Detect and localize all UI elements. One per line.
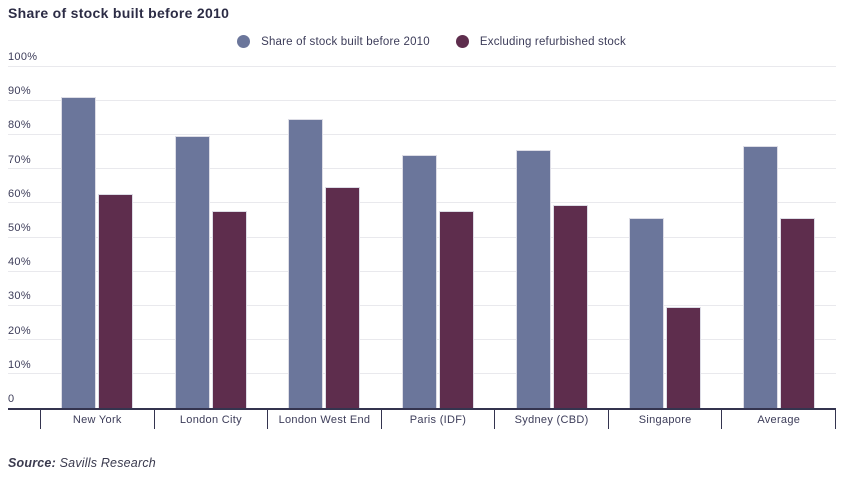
x-axis-label-singapore: Singapore — [638, 414, 692, 426]
bar-london-west-end-before-2010 — [288, 119, 324, 408]
bar-group-sydney-cbd — [495, 66, 609, 408]
bar-paris-idf-before-2010 — [402, 155, 438, 408]
chart-title: Share of stock built before 2010 — [8, 5, 230, 21]
x-axis-label-paris-idf: Paris (IDF) — [409, 414, 467, 426]
y-tick-label-100: 100% — [8, 51, 38, 63]
x-axis-labels: New York London City London West End Paris … — [40, 410, 837, 429]
bar-singapore-excl-refurbished — [666, 307, 702, 408]
legend-item-share-of-stock-built-before-2010: Share of stock built before 2010 — [237, 35, 430, 48]
x-axis-label-new-york: New York — [72, 414, 122, 426]
bar-singapore-before-2010 — [629, 218, 665, 408]
plot-area: 100% 90% 80% 70% 60% 50% 40% 30% 20% 10% 0 — [8, 51, 836, 408]
y-tick-label-0: 0 — [8, 393, 15, 405]
x-axis-label-average: Average — [757, 414, 801, 426]
x-axis-cell-london-city: London City — [153, 410, 268, 429]
legend-label: Share of stock built before 2010 — [261, 35, 430, 48]
gridline-90 — [8, 99, 836, 101]
x-axis-label-london-city: London City — [179, 414, 242, 426]
x-axis-line — [8, 408, 836, 410]
bar-new-york-excl-refurbished — [97, 194, 133, 408]
x-axis-cell-paris-idf: Paris (IDF) — [380, 410, 495, 429]
gridline-80 — [8, 133, 836, 135]
legend-dot-icon — [237, 35, 251, 48]
bar-group-london-city — [154, 66, 268, 408]
bar-sydney-cbd-before-2010 — [515, 150, 551, 408]
x-axis-cell-singapore: Singapore — [607, 410, 722, 429]
bar-average-excl-refurbished — [780, 218, 816, 408]
y-tick-label-10: 10% — [8, 358, 31, 371]
x-axis: New York London City London West End Paris … — [8, 408, 837, 429]
bar-group-paris-idf — [381, 66, 495, 408]
source-label: Source: — [8, 456, 56, 470]
source-line: Source: Savills Research — [8, 456, 156, 470]
y-tick-label-40: 40% — [8, 256, 31, 269]
y-tick-label-50: 50% — [8, 222, 31, 234]
source-value: Savills Research — [55, 456, 156, 470]
bar-sydney-cbd-excl-refurbished — [552, 205, 588, 408]
y-tick-label-80: 80% — [8, 119, 31, 132]
bar-average-before-2010 — [743, 146, 779, 408]
gridline-100 — [8, 65, 836, 67]
bars-layer — [40, 66, 836, 408]
y-tick-label-30: 30% — [8, 290, 31, 303]
x-axis-label-london-west-end: London West End — [278, 414, 371, 426]
x-axis-cell-average: Average — [721, 410, 837, 429]
bar-group-new-york — [40, 66, 154, 408]
bar-london-city-before-2010 — [174, 136, 210, 408]
y-tick-label-70: 70% — [8, 153, 31, 166]
bar-london-west-end-excl-refurbished — [325, 187, 361, 408]
x-axis-cell-new-york: New York — [40, 410, 154, 429]
legend-label: Excluding refurbished stock — [479, 35, 626, 48]
x-axis-label-sydney-cbd: Sydney (CBD) — [514, 414, 589, 426]
bar-group-london-west-end — [267, 66, 381, 408]
y-tick-label-90: 90% — [8, 85, 31, 98]
bar-new-york-before-2010 — [60, 97, 96, 408]
legend: Share of stock built before 2010 Excludin… — [0, 35, 863, 48]
bar-paris-idf-excl-refurbished — [439, 211, 475, 408]
bar-london-city-excl-refurbished — [211, 211, 247, 408]
x-axis-cell-london-west-end: London West End — [267, 410, 381, 429]
bar-group-average — [722, 66, 836, 408]
y-tick-label-20: 20% — [8, 324, 31, 337]
x-axis-cell-sydney-cbd: Sydney (CBD) — [494, 410, 608, 429]
bar-group-singapore — [609, 66, 723, 408]
legend-dot-icon — [455, 35, 469, 48]
legend-item-excluding-refurbished-stock: Excluding refurbished stock — [455, 35, 626, 48]
y-tick-label-60: 60% — [8, 187, 31, 200]
